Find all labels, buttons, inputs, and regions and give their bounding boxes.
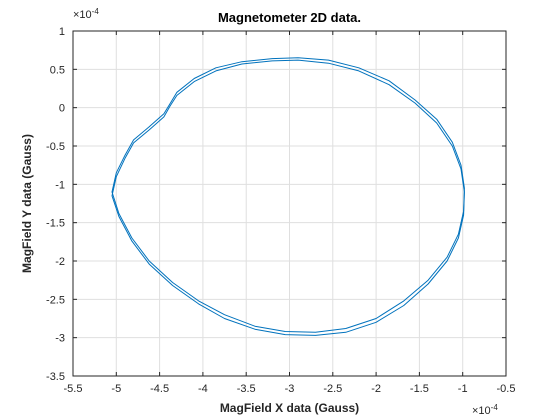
series-line — [111, 59, 465, 336]
x-tick-label: -1.5 — [410, 383, 429, 395]
x-tick-label: -4 — [198, 383, 208, 395]
y-tick-label: -2 — [55, 256, 65, 268]
y-tick-label: -3.5 — [46, 371, 65, 383]
x-exponent-label: ×10-4 — [472, 403, 498, 418]
y-tick-label: -3 — [55, 333, 65, 345]
x-tick-label: -3.5 — [237, 383, 256, 395]
x-tick-label: -5.5 — [64, 383, 83, 395]
y-tick-label: 1 — [59, 26, 65, 38]
y-tick-label: -1.5 — [46, 218, 65, 230]
x-tick-label: -1 — [458, 383, 468, 395]
y-tick-label: 0.5 — [50, 64, 65, 76]
y-tick-label: -0.5 — [46, 141, 65, 153]
x-tick-label: -2.5 — [323, 383, 342, 395]
x-tick-label: -5 — [111, 383, 121, 395]
tick-layer — [72, 30, 507, 377]
grid-layer — [72, 30, 507, 377]
x-tick-label: -0.5 — [497, 383, 516, 395]
y-tick-label: -2.5 — [46, 294, 65, 306]
x-axis-label: MagField X data (Gauss) — [220, 401, 359, 415]
series-line — [111, 57, 465, 333]
x-tick-label: -2 — [371, 383, 381, 395]
series-layer — [111, 57, 465, 336]
y-tick-label: -1 — [55, 179, 65, 191]
y-axis-label: MagField Y data (Gauss) — [20, 134, 34, 273]
x-tick-label: -3 — [285, 383, 295, 395]
tick-label-layer: -5.5 -5 -4.5 -4 -3.5 -3 -2.5 -2 -1.5 -1 -0.5 1 0.5 0 -… — [46, 26, 515, 395]
chart-title: Magnetometer 2D data. — [218, 10, 361, 25]
x-tick-label: -4.5 — [150, 383, 169, 395]
y-tick-label: 0 — [59, 103, 65, 115]
y-exponent-label: ×10-4 — [73, 7, 99, 22]
